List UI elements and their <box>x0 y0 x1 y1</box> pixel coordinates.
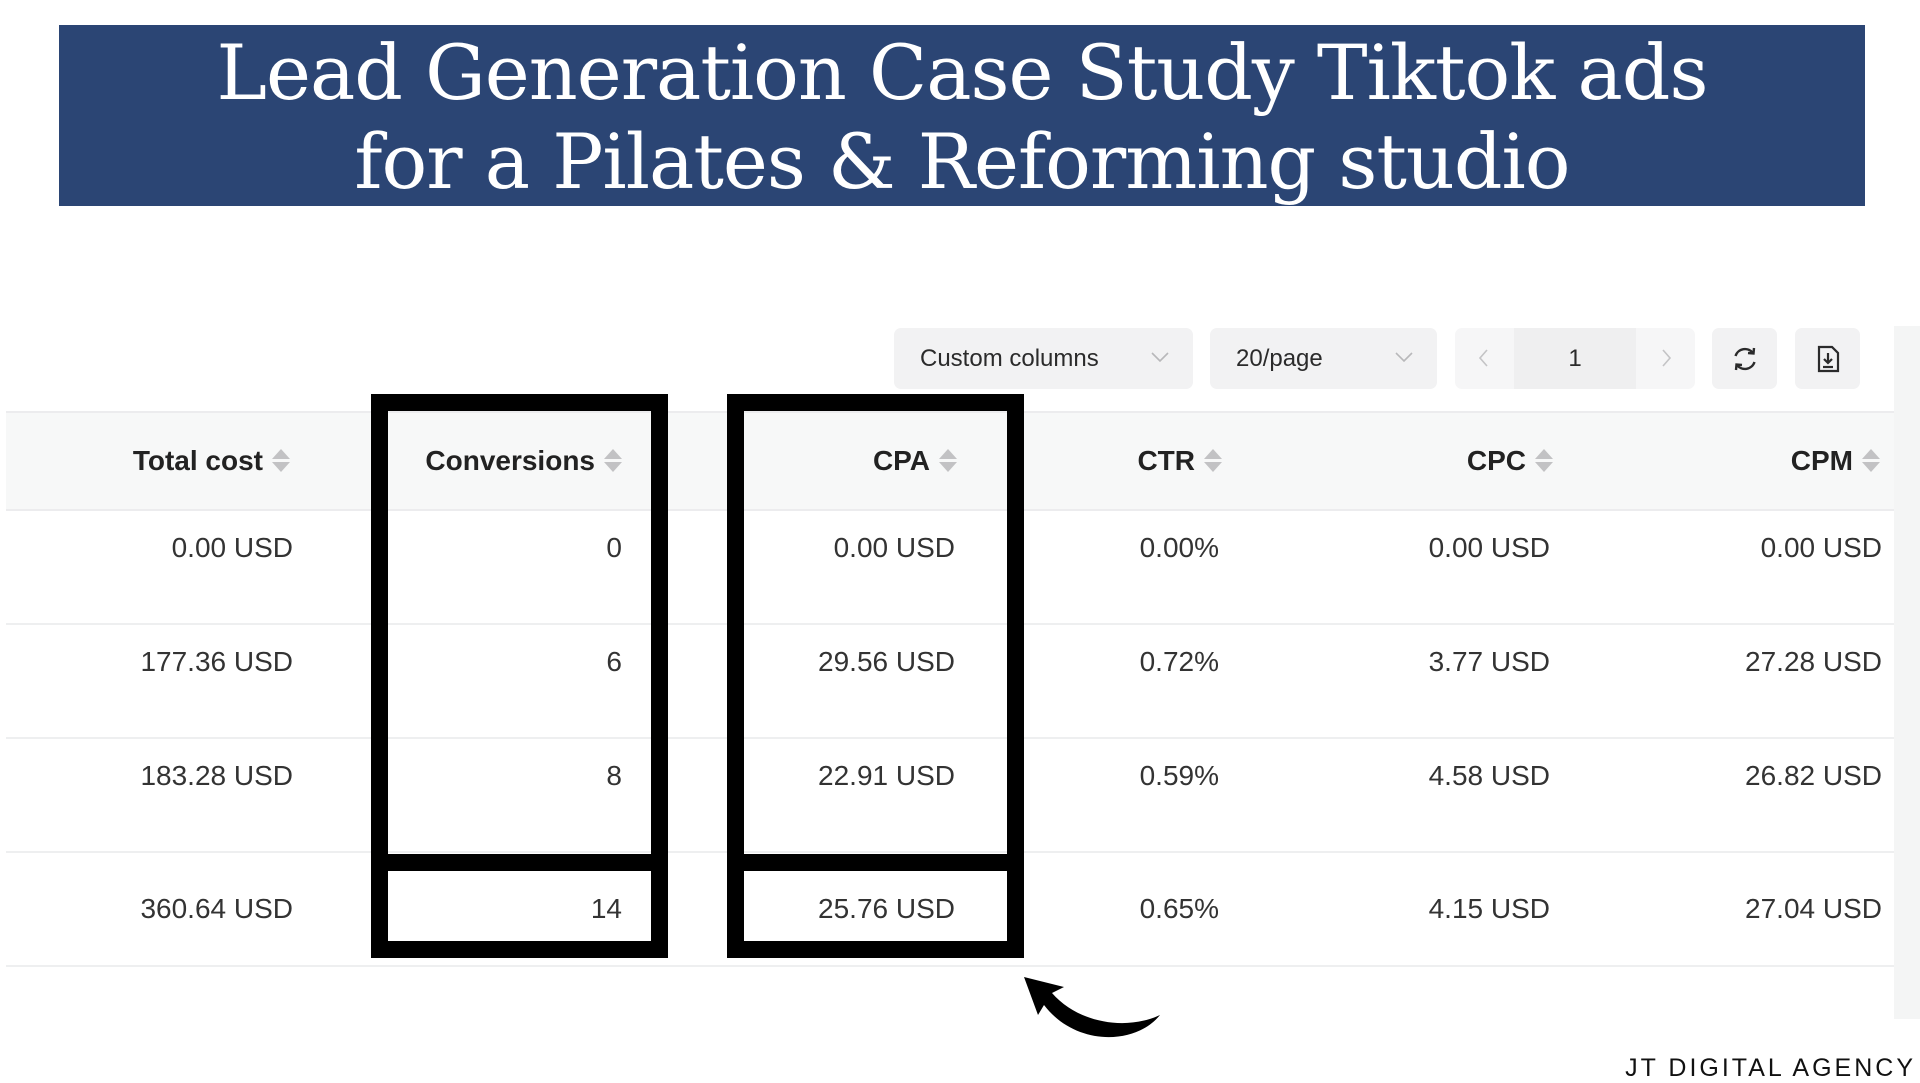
cell-cpa: 0.00 USD <box>833 532 955 563</box>
cell-conversions: 14 <box>590 893 622 924</box>
cell-cpa: 25.76 USD <box>818 893 955 924</box>
scrollbar-track[interactable] <box>1894 326 1920 1019</box>
cell-total-cost: 0.00 USD <box>171 532 293 563</box>
sort-icon[interactable] <box>939 449 957 473</box>
table-row: 0.00 USD 0 0.00 USD 0.00% 0.00 USD 0.00 … <box>6 511 1894 625</box>
table-total-row: 360.64 USD 14 25.76 USD 0.65% 4.15 USD 2… <box>6 853 1894 967</box>
cell-cpc: 4.58 USD <box>1428 760 1550 791</box>
cell-ctr: 0.59% <box>1139 760 1219 791</box>
title-line-1: Lead Generation Case Study Tiktok ads <box>216 28 1709 117</box>
curved-arrow-icon <box>1024 977 1160 1038</box>
cell-cpm: 27.28 USD <box>1745 646 1882 677</box>
pagination: 1 <box>1455 328 1695 389</box>
cell-conversions: 8 <box>606 760 622 791</box>
sort-icon[interactable] <box>272 449 290 473</box>
cell-cpm: 27.04 USD <box>1745 893 1882 924</box>
column-header-cpm[interactable]: CPM <box>1791 413 1880 509</box>
sort-icon[interactable] <box>1204 449 1222 473</box>
cell-conversions: 0 <box>606 532 622 563</box>
page-size-dropdown[interactable]: 20/page <box>1210 328 1437 389</box>
cell-total-cost: 360.64 USD <box>140 893 293 924</box>
download-button[interactable] <box>1795 328 1860 389</box>
current-page[interactable]: 1 <box>1514 328 1636 389</box>
title-banner: Lead Generation Case Study Tiktok ads fo… <box>59 25 1865 206</box>
cell-cpm: 26.82 USD <box>1745 760 1882 791</box>
cell-cpc: 0.00 USD <box>1428 532 1550 563</box>
page-size-label: 20/page <box>1236 344 1323 372</box>
custom-columns-dropdown[interactable]: Custom columns <box>894 328 1193 389</box>
table-row: 177.36 USD 6 29.56 USD 0.72% 3.77 USD 27… <box>6 625 1894 739</box>
table-toolbar: Custom columns 20/page 1 <box>0 328 1920 389</box>
table-header: Total cost Conversions CPA CTR CPC CPM <box>6 411 1894 511</box>
cell-total-cost: 177.36 USD <box>140 646 293 677</box>
cell-cpc: 3.77 USD <box>1428 646 1550 677</box>
column-header-ctr[interactable]: CTR <box>1137 413 1222 509</box>
cell-conversions: 6 <box>606 646 622 677</box>
download-icon <box>1817 345 1839 372</box>
highlight-divider-cpa <box>727 854 1024 871</box>
highlight-box-cpa <box>727 394 1024 958</box>
cell-cpm: 0.00 USD <box>1760 532 1882 563</box>
cell-total-cost: 183.28 USD <box>140 760 293 791</box>
column-header-conversions[interactable]: Conversions <box>425 413 622 509</box>
brand-label: JT DIGITAL AGENCY <box>1625 1054 1916 1082</box>
cell-ctr: 0.72% <box>1139 646 1219 677</box>
table-row: 183.28 USD 8 22.91 USD 0.59% 4.58 USD 26… <box>6 739 1894 853</box>
cell-cpc: 4.15 USD <box>1428 893 1550 924</box>
sort-icon[interactable] <box>1535 449 1553 473</box>
title-line-2: for a Pilates & Reforming studio <box>354 117 1570 206</box>
highlight-divider-conversions <box>371 854 668 871</box>
column-header-cpa[interactable]: CPA <box>873 413 957 509</box>
highlight-box-conversions <box>371 394 668 958</box>
chevron-right-icon[interactable] <box>1655 347 1677 369</box>
sort-icon[interactable] <box>1862 449 1880 473</box>
chevron-left-icon[interactable] <box>1473 347 1495 369</box>
cell-ctr: 0.65% <box>1139 893 1219 924</box>
cell-cpa: 22.91 USD <box>818 760 955 791</box>
cell-cpa: 29.56 USD <box>818 646 955 677</box>
chevron-down-icon <box>1395 352 1413 363</box>
refresh-button[interactable] <box>1712 328 1777 389</box>
column-header-cpc[interactable]: CPC <box>1467 413 1553 509</box>
chevron-down-icon <box>1151 352 1169 363</box>
cell-ctr: 0.00% <box>1139 532 1219 563</box>
custom-columns-label: Custom columns <box>920 344 1099 372</box>
column-header-total-cost[interactable]: Total cost <box>133 413 290 509</box>
sort-icon[interactable] <box>604 449 622 473</box>
refresh-icon <box>1733 347 1756 370</box>
